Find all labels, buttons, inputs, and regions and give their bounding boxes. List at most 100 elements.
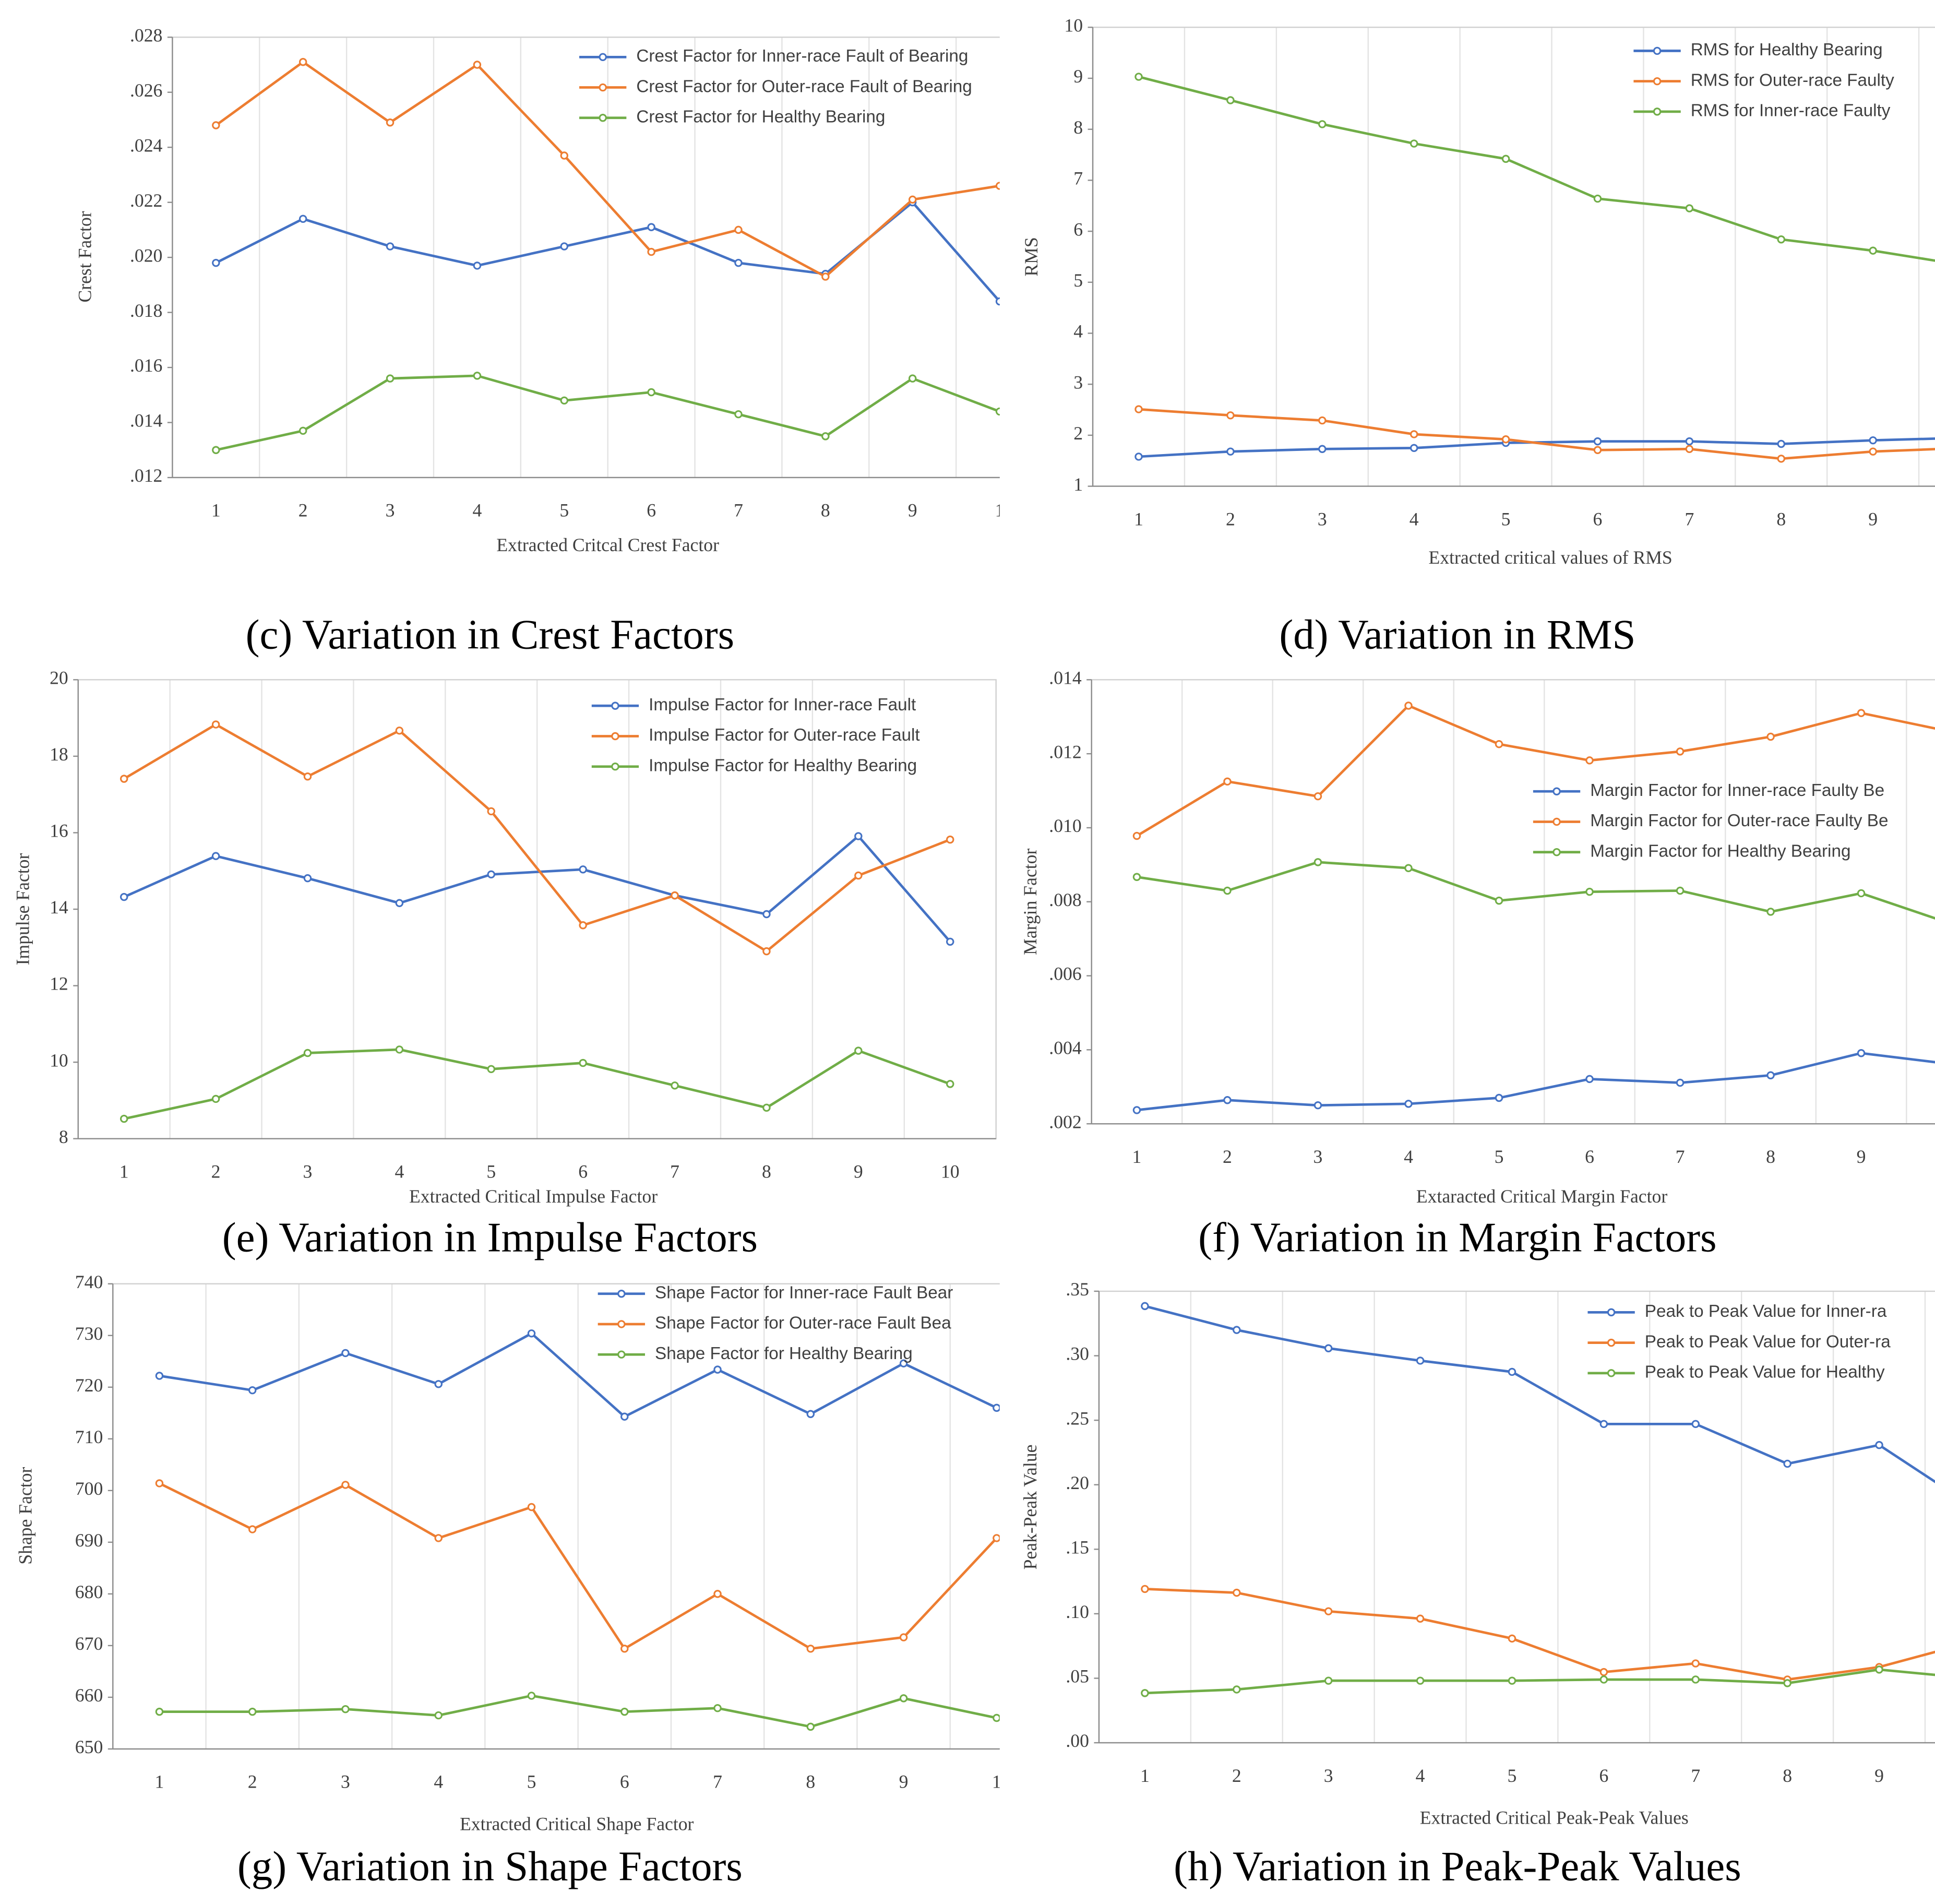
y-tick-label: .012 [130,465,162,486]
y-tick-label: 8 [1073,117,1083,138]
legend-marker [617,1290,626,1298]
data-point [1857,1049,1866,1057]
x-tick-label: 8 [1783,1765,1792,1786]
data-point [487,1065,495,1074]
data-point [995,297,1000,306]
legend-marker [617,1320,626,1328]
y-tick-label: .024 [130,135,163,156]
x-axis-title: Extracted Critical Shape Factor [460,1813,694,1834]
legend-label: RMS for Healthy Bearing [1691,40,1883,59]
data-point [1233,1685,1241,1694]
y-tick-label: .016 [130,355,162,376]
data-point [762,1103,771,1112]
y-tick-label: 700 [75,1478,103,1499]
data-point [527,1692,536,1700]
data-point [671,1081,679,1090]
y-tick-label: .014 [1049,668,1082,688]
data-point [1585,887,1594,896]
legend-label: Impulse Factor for Healthy Bearing [649,756,917,775]
y-tick-label: .018 [130,300,162,321]
y-tick-label: 3 [1073,372,1083,392]
data-point [713,1590,722,1598]
x-tick-label: 8 [762,1161,771,1182]
data-point [647,247,655,256]
data-point [1134,73,1143,81]
chart-panel: .012 .014 .016 .018 .020 .022 .024 .026 .028 1 2 3 4… [75,25,1000,555]
y-tick-label: 5 [1073,270,1083,291]
data-point [473,372,482,380]
data-point [303,874,312,883]
data-point [1501,435,1510,444]
x-tick-label: 10 [941,1161,960,1182]
x-tick-label: 9 [1868,508,1878,529]
legend-marker [1653,46,1662,55]
data-point [1324,1607,1333,1615]
series-line [124,1048,951,1120]
y-tick-label: 8 [59,1126,68,1147]
data-point [560,151,568,160]
x-axis-title: Extaracted Critical Margin Factor [1416,1186,1667,1207]
data-point [248,1707,257,1716]
data-point [1857,709,1866,717]
legend-label: Crest Factor for Inner-race Fault of Bea… [636,46,968,66]
legend-label: Impulse Factor for Inner-race Fault [649,695,916,715]
legend-marker [599,53,607,62]
data-point [821,272,830,281]
series-line [1144,1305,1935,1483]
data-point [993,1534,1000,1542]
data-point [298,58,307,66]
data-point [487,870,495,879]
data-point [1766,1071,1775,1079]
y-tick-label: .028 [130,25,162,45]
data-point [1223,1096,1232,1104]
x-tick-label: 5 [527,1771,536,1792]
chart-caption: (c) Variation in Crest Factors [246,611,735,658]
y-tick-label: 6 [1073,219,1083,240]
data-point [1416,1614,1425,1623]
legend-marker [611,701,619,710]
data-point [1777,455,1785,463]
data-point [1599,1675,1608,1684]
data-point [1313,858,1322,866]
data-point [1676,886,1685,895]
y-axis-title: RMS [1021,237,1042,276]
data-point [212,446,220,454]
data-point [527,1503,536,1512]
legend-label: Crest Factor for Outer-race Fault of Bea… [636,77,972,96]
data-point [155,1479,164,1487]
series-line [159,1331,997,1419]
data-point [212,121,220,129]
data-point [1508,1367,1516,1376]
x-tick-label: 2 [248,1771,257,1792]
series-line [159,1482,998,1651]
data-point [1676,747,1685,756]
data-point [1875,1665,1883,1674]
data-point [806,1722,815,1731]
legend-marker [1607,1338,1616,1347]
y-tick-label: .00 [1066,1730,1089,1751]
data-point [1416,1676,1425,1685]
legend-label: Impulse Factor for Outer-race Fault [649,725,920,745]
y-tick-label: 7 [1073,168,1083,189]
data-point [1691,1420,1700,1429]
data-point [854,871,863,880]
data-point [1599,1420,1608,1429]
data-point [854,1046,863,1055]
x-tick-label: 9 [1874,1765,1884,1786]
data-point [1766,732,1775,741]
data-point [579,921,587,930]
data-point [734,410,743,419]
data-point [1134,405,1143,413]
data-point [1324,1344,1333,1352]
y-tick-label: 14 [50,897,68,918]
x-tick-label: 5 [559,500,569,521]
data-point [1685,445,1694,454]
data-point [248,1525,257,1533]
data-point [1685,204,1694,212]
x-tick-label: 8 [806,1771,815,1792]
data-point [211,852,220,860]
data-point [1132,873,1141,881]
data-point [395,1045,404,1054]
data-point [1691,1659,1700,1668]
